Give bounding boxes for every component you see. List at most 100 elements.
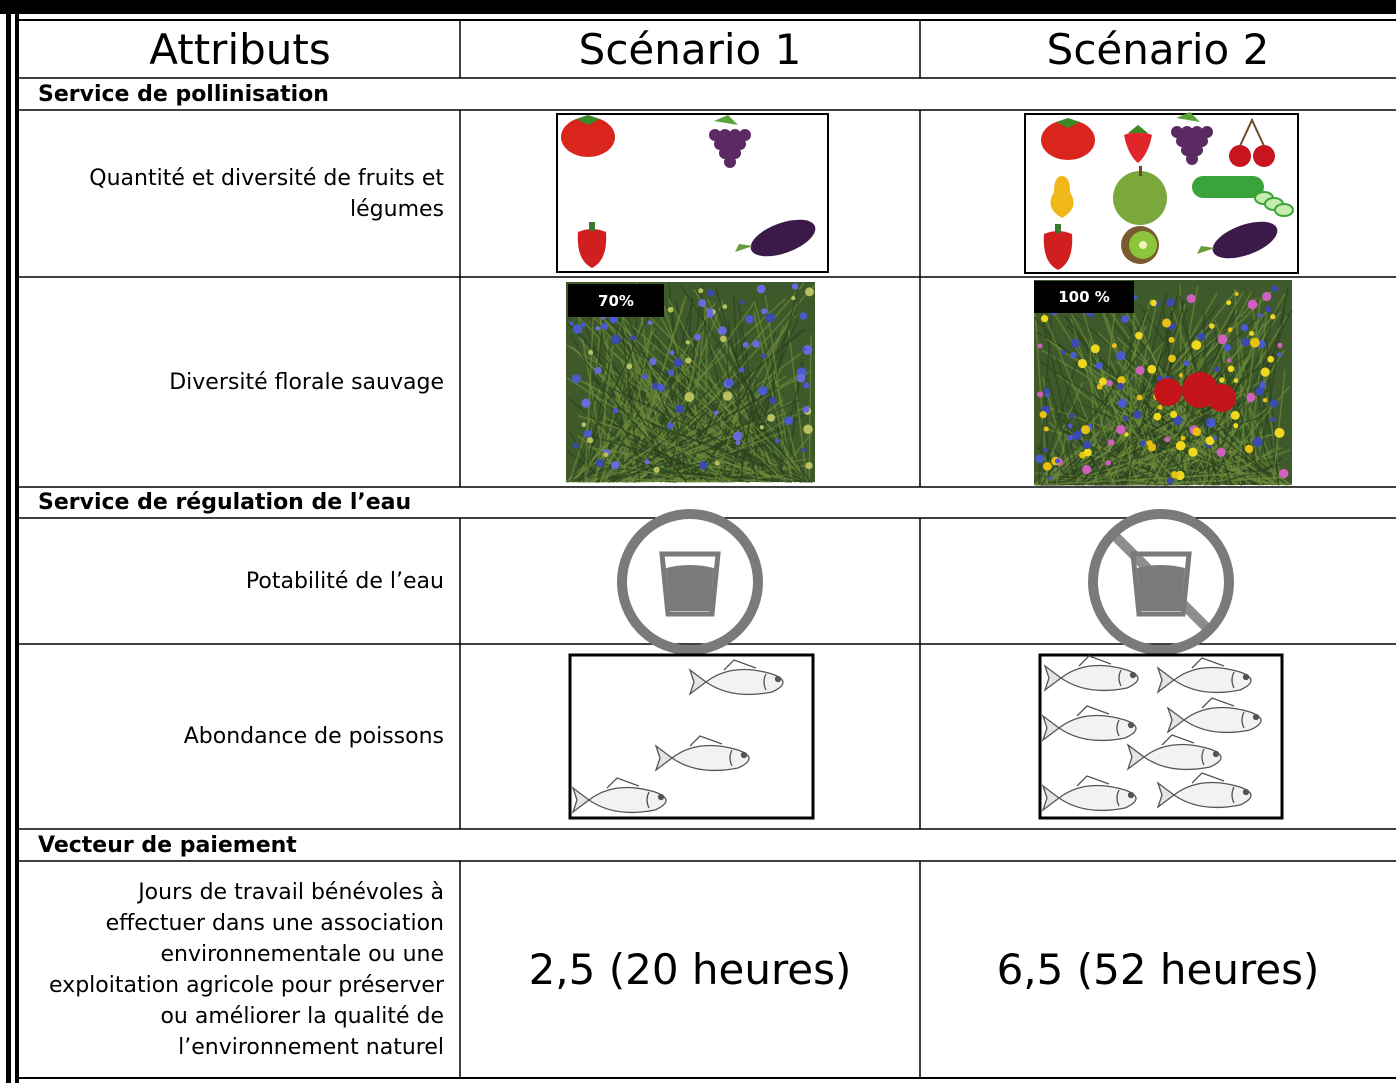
flower <box>1098 377 1107 386</box>
flower <box>1157 404 1163 410</box>
flower <box>1255 386 1265 396</box>
stem <box>589 222 595 231</box>
fish-gill <box>1231 671 1235 689</box>
grass <box>669 331 702 483</box>
attribute: Potabilité de l’eau <box>245 568 444 594</box>
grass <box>1126 476 1278 486</box>
flower <box>801 448 806 453</box>
flower <box>1247 299 1258 310</box>
grass <box>1246 287 1289 486</box>
leaf <box>576 115 600 125</box>
grass <box>612 386 780 483</box>
fish-fin <box>1076 775 1110 787</box>
flower <box>1068 412 1075 419</box>
fish-eye <box>1252 713 1260 721</box>
flower <box>1227 365 1235 373</box>
fish <box>1041 775 1137 812</box>
pear <box>1050 176 1074 218</box>
grass <box>602 388 712 483</box>
stem <box>1055 224 1061 233</box>
flower <box>1252 436 1263 447</box>
flower <box>803 424 813 435</box>
grass <box>1092 409 1127 486</box>
flower <box>1072 431 1082 441</box>
flower <box>1191 340 1202 350</box>
pepper <box>1043 231 1073 270</box>
grass <box>739 376 758 483</box>
flower <box>1178 373 1184 378</box>
flower <box>1077 358 1088 369</box>
flower <box>1270 314 1276 320</box>
fish-eye <box>657 793 665 801</box>
fish-eye <box>774 675 782 683</box>
flower <box>657 384 665 392</box>
flower <box>1090 344 1100 354</box>
flower <box>1040 315 1049 323</box>
grass <box>609 306 810 483</box>
flower <box>581 398 591 408</box>
flower <box>1234 291 1239 296</box>
flower <box>1157 375 1163 382</box>
tomato <box>561 117 615 157</box>
fish-fin <box>1191 657 1225 669</box>
pepper <box>577 229 607 268</box>
grass <box>567 315 687 483</box>
flower <box>673 358 683 367</box>
fish-fin <box>723 659 757 671</box>
fish-body <box>1172 781 1252 809</box>
leaf <box>1128 125 1148 133</box>
flower <box>1262 397 1268 403</box>
flower <box>1233 378 1239 383</box>
flower <box>752 340 760 348</box>
grass <box>567 435 711 483</box>
fish-gill <box>763 673 767 691</box>
tomato <box>1041 120 1095 160</box>
grass <box>698 301 743 483</box>
flower <box>1259 381 1267 389</box>
flower <box>641 373 648 380</box>
grass <box>1065 316 1194 486</box>
flower <box>1067 423 1073 429</box>
flower <box>1205 436 1215 446</box>
water <box>666 565 714 611</box>
flower <box>1166 298 1175 307</box>
image-label: 70% <box>568 284 664 317</box>
grape <box>714 138 726 150</box>
flower <box>1267 355 1275 363</box>
grass <box>1146 398 1203 486</box>
grass <box>1092 283 1162 486</box>
stem <box>735 244 753 252</box>
flower <box>1249 337 1260 348</box>
grass <box>719 377 808 483</box>
grass <box>1078 402 1260 486</box>
flower <box>685 340 690 345</box>
fish <box>1043 655 1139 692</box>
flower <box>759 425 764 430</box>
flower <box>1162 318 1172 328</box>
flower <box>1277 342 1283 348</box>
flower <box>603 452 609 458</box>
section-title: Service de pollinisation <box>38 81 329 107</box>
flower <box>767 413 776 422</box>
fish-body <box>1182 706 1262 734</box>
flower <box>796 373 806 383</box>
flower <box>1186 294 1196 304</box>
flower <box>707 289 715 297</box>
grass <box>568 397 671 483</box>
grape <box>734 138 746 150</box>
fish-tail <box>1043 664 1063 692</box>
grass <box>1163 339 1232 486</box>
grape <box>1196 135 1208 147</box>
flower <box>722 391 733 401</box>
grape <box>739 129 751 141</box>
flower <box>765 312 775 323</box>
flower <box>1230 410 1240 420</box>
grass <box>1083 444 1182 486</box>
flower <box>1067 435 1074 441</box>
flower <box>802 406 810 413</box>
grape <box>1191 144 1203 156</box>
grass <box>577 414 787 483</box>
fish-eye <box>1212 750 1220 758</box>
grass <box>569 333 654 483</box>
